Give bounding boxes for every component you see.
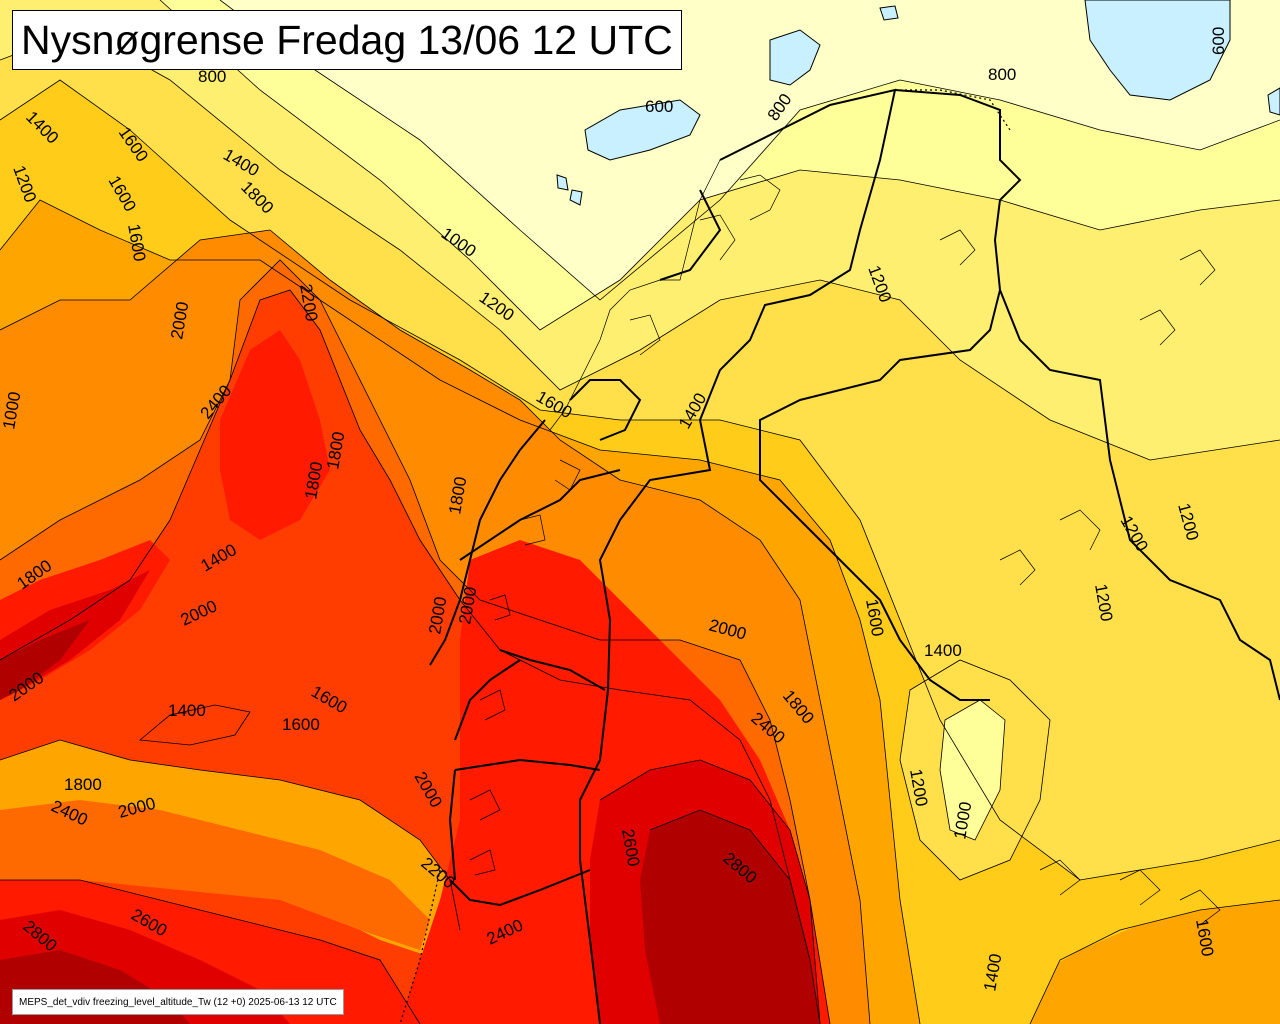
lake-north-1	[584, 99, 701, 161]
band-2400	[220, 330, 330, 540]
map-title: Nysnøgrense Fredag 13/06 12 UTC	[12, 10, 682, 70]
sea-northeast	[1084, 0, 1231, 101]
lake-small-3	[569, 189, 583, 206]
contour-label: 1800	[64, 775, 102, 794]
east-warm-blob-inner	[1000, 860, 1280, 1024]
lake-east	[1267, 87, 1280, 116]
contour-label: 1600	[282, 715, 320, 734]
east-warm-blob	[1030, 900, 1280, 1024]
contour-label: 800	[988, 65, 1016, 84]
contour-label: 600	[1209, 27, 1228, 55]
country-borders	[429, 88, 1280, 1024]
lake-small-2	[556, 174, 569, 191]
contour-label: 600	[645, 97, 673, 116]
contour-label: 1400	[168, 701, 206, 720]
coastline-details	[469, 159, 1221, 926]
band-2200-lower2	[0, 800, 430, 950]
dotted-borders	[399, 89, 1011, 1024]
contour-label: 1400	[924, 641, 962, 660]
contour-label: 800	[198, 67, 226, 86]
inland-lighter-zone	[940, 700, 1005, 840]
lake-small-1	[879, 5, 899, 21]
band-2800	[640, 810, 820, 1024]
map-footer-caption: MEPS_det_vdiv freezing_level_altitude_Tw…	[12, 989, 344, 1015]
band-2800-west	[0, 620, 90, 700]
lake-north-2	[769, 29, 821, 86]
